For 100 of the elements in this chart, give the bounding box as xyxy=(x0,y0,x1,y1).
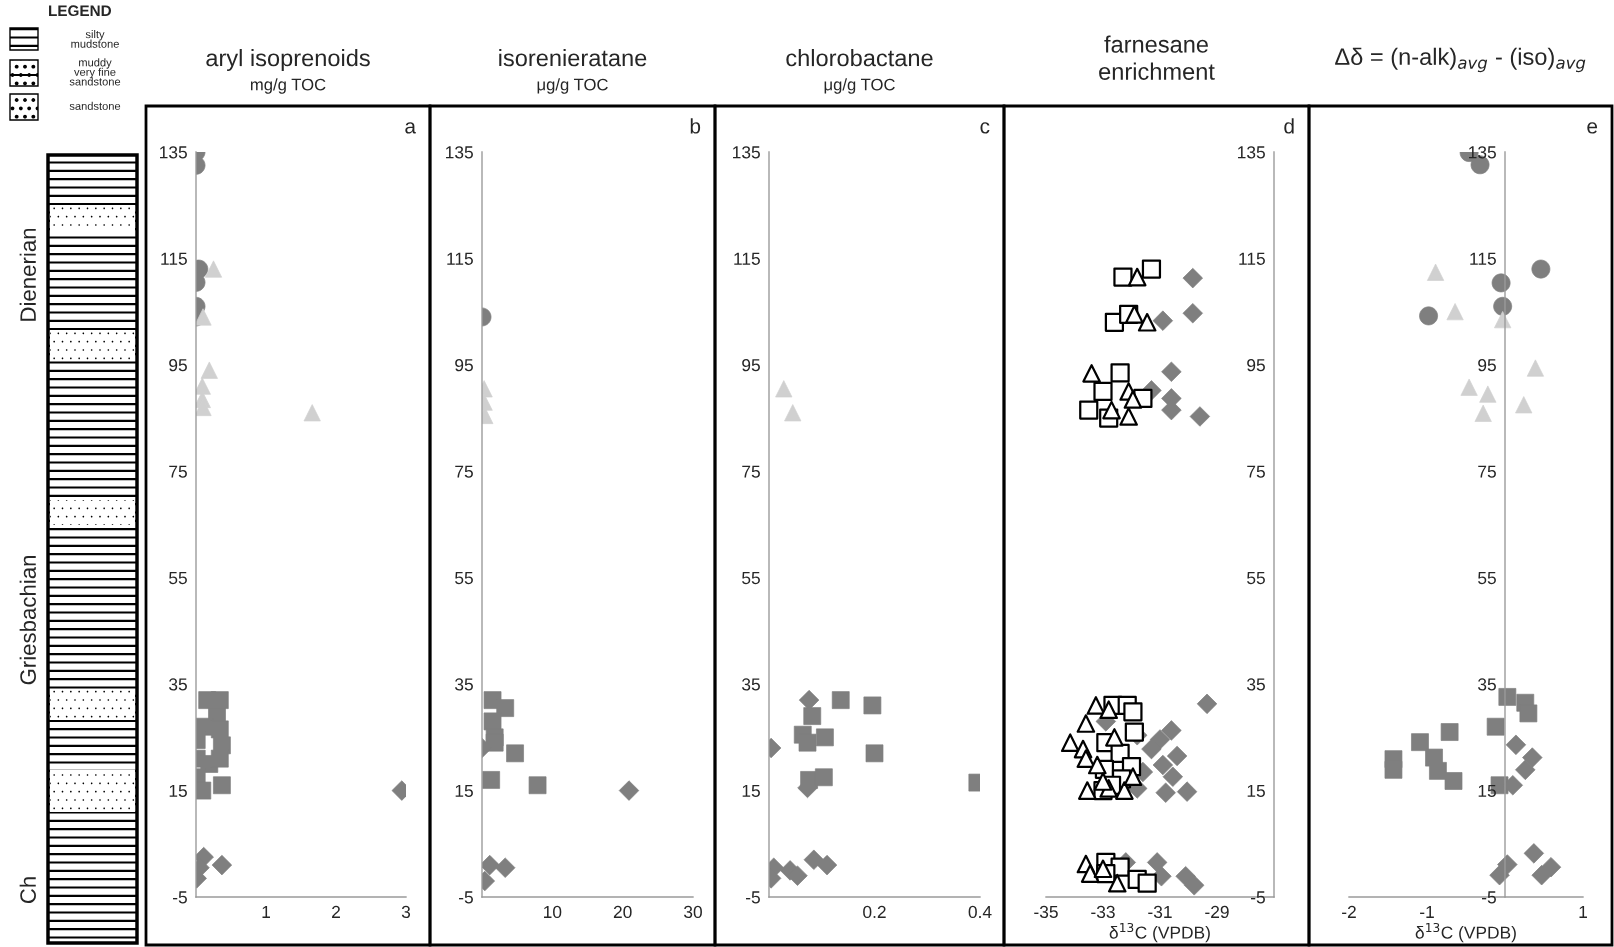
x-axis-title: δ$^{13}$C (VPDB) xyxy=(1415,922,1516,943)
point xyxy=(1076,714,1096,733)
point xyxy=(1060,733,1080,753)
y-tick-label: 115 xyxy=(734,252,760,265)
chart-subtitle: μg/g TOC xyxy=(824,78,895,94)
y-tick-label: 15 xyxy=(455,784,473,798)
y-tick-label: 35 xyxy=(169,678,187,691)
text: Ch xyxy=(19,877,36,904)
point xyxy=(1080,864,1100,883)
chart-title: farnesane enrichment xyxy=(1099,35,1215,80)
point xyxy=(1099,700,1119,720)
point xyxy=(1093,381,1113,402)
y-tick-label: 55 xyxy=(455,572,473,585)
x-tick-label: 0.4 xyxy=(968,905,992,919)
x-tick-label: 10 xyxy=(544,905,562,919)
text: a xyxy=(405,122,416,134)
y-tick-label: 15 xyxy=(1247,784,1265,798)
chart-title: aryl isoprenoids xyxy=(206,49,370,71)
x-axis-title: δ$^{13}$C (VPDB) xyxy=(1109,922,1210,943)
x-tick-label: 1 xyxy=(1579,905,1587,918)
x-tick-label: -1 xyxy=(1420,905,1434,918)
y-tick-label: 15 xyxy=(742,784,760,798)
y-tick-label: 75 xyxy=(169,465,187,478)
y-tick-label: 15 xyxy=(169,784,187,798)
y-tick-label: 75 xyxy=(1478,465,1496,478)
text: Griesbachian xyxy=(19,555,36,685)
x-tick-label: -33 xyxy=(1091,905,1115,919)
x-tick-label: -29 xyxy=(1205,905,1229,919)
y-tick-label: 35 xyxy=(455,678,473,691)
point xyxy=(1093,772,1113,791)
y-tick-label: 135 xyxy=(1469,146,1496,159)
point xyxy=(1082,364,1101,383)
chart-title: Δδ = (n-alk)$_{avg}$ - (iso)$_{avg}$ xyxy=(1335,47,1586,73)
point xyxy=(1137,312,1157,332)
y-tick-label: 115 xyxy=(447,252,473,265)
y-tick-label: 55 xyxy=(1247,572,1265,585)
point xyxy=(1110,363,1130,383)
y-tick-label: -5 xyxy=(459,891,473,904)
text: e xyxy=(1587,122,1598,134)
point xyxy=(1123,702,1143,722)
x-tick-label: -31 xyxy=(1148,905,1172,919)
text: b xyxy=(690,118,701,134)
point xyxy=(1087,755,1107,775)
x-tick-label: 3 xyxy=(401,905,411,919)
point xyxy=(1123,390,1143,409)
y-tick-label: 135 xyxy=(446,146,473,159)
point xyxy=(1124,722,1144,742)
y-tick-label: 135 xyxy=(733,146,760,159)
y-tick-label: -5 xyxy=(1482,891,1496,904)
chart-subtitle: μg/g TOC xyxy=(537,78,608,94)
chart-title: chlorobactane xyxy=(786,49,933,67)
text: LEGEND xyxy=(49,5,112,17)
text: Dienerian xyxy=(19,228,36,321)
point xyxy=(1105,728,1124,747)
y-tick-label: 55 xyxy=(1478,572,1496,585)
point xyxy=(1137,873,1157,893)
point xyxy=(1125,304,1144,324)
x-tick-label: 2 xyxy=(332,905,340,918)
y-tick-label: 35 xyxy=(742,678,760,691)
y-tick-label: 115 xyxy=(1470,252,1496,265)
point xyxy=(1102,400,1121,420)
y-tick-label: 135 xyxy=(1238,146,1265,159)
point xyxy=(1086,696,1106,715)
x-tick-label: 30 xyxy=(684,905,702,919)
y-tick-label: 115 xyxy=(161,252,187,265)
y-tick-label: 55 xyxy=(742,572,760,585)
y-tick-label: -5 xyxy=(173,891,187,904)
point xyxy=(1123,767,1143,787)
y-tick-label: 35 xyxy=(1478,678,1496,691)
chart-subtitle: mg/g TOC xyxy=(250,78,326,94)
x-tick-label: 20 xyxy=(613,905,632,919)
y-tick-label: -5 xyxy=(1251,891,1265,904)
y-tick-label: 115 xyxy=(1239,252,1265,265)
text: d xyxy=(1284,118,1294,134)
point xyxy=(1079,400,1099,420)
text: sandstone xyxy=(69,101,121,110)
x-tick-label: -2 xyxy=(1342,905,1356,918)
y-tick-label: 35 xyxy=(1247,678,1265,691)
chart-title: isorenieratane xyxy=(499,49,647,67)
point xyxy=(1076,749,1096,768)
text: c xyxy=(980,122,990,134)
point xyxy=(1182,267,1203,289)
point xyxy=(1119,407,1138,426)
y-tick-label: 95 xyxy=(1478,359,1496,372)
point xyxy=(1182,303,1203,324)
y-tick-label: 95 xyxy=(1247,359,1265,372)
text: silty mudstone xyxy=(71,30,119,48)
point xyxy=(1141,259,1162,279)
x-tick-label: 0.2 xyxy=(863,905,886,919)
point xyxy=(1115,781,1134,800)
text: muddy very fine sandstone xyxy=(69,58,121,86)
point xyxy=(1127,267,1147,287)
y-tick-label: -5 xyxy=(746,891,760,904)
point xyxy=(1078,781,1097,800)
y-tick-label: 135 xyxy=(160,146,187,159)
x-tick-label: -35 xyxy=(1034,905,1058,919)
y-tick-label: 75 xyxy=(1247,465,1265,478)
y-tick-label: 95 xyxy=(742,359,760,372)
y-tick-label: 75 xyxy=(742,465,760,478)
point xyxy=(1093,859,1113,879)
